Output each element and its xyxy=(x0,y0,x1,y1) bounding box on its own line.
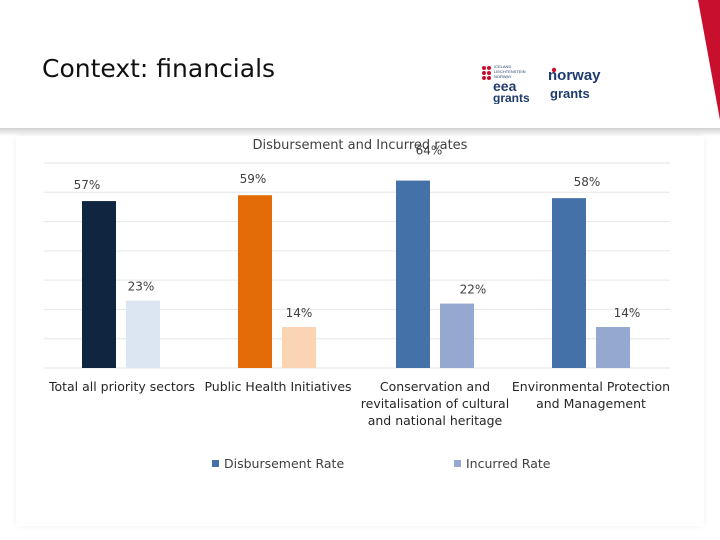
bar-disbursement xyxy=(82,201,116,368)
category-label: and Management xyxy=(536,396,646,411)
legend-label: Incurred Rate xyxy=(466,456,551,471)
data-label: 14% xyxy=(614,306,641,320)
legend-label: Disbursement Rate xyxy=(224,456,344,471)
category-label: Public Health Initiatives xyxy=(204,379,351,394)
chart-title: Disbursement and Incurred rates xyxy=(253,138,468,153)
data-label: 57% xyxy=(74,178,101,192)
bar-disbursement xyxy=(238,195,272,368)
header-shadow xyxy=(0,128,720,136)
category-label: revitalisation of cultural xyxy=(361,396,509,411)
svg-text:eea: eea xyxy=(493,78,517,94)
svg-text:LIECHTENSTEIN: LIECHTENSTEIN xyxy=(494,69,526,74)
data-label: 59% xyxy=(240,172,267,186)
data-label: 58% xyxy=(574,175,601,189)
data-label: 64% xyxy=(416,144,443,158)
category-label: Environmental Protection xyxy=(512,379,670,394)
svg-text:norway: norway xyxy=(548,67,601,84)
slide-header xyxy=(0,0,720,128)
svg-text:ICELAND: ICELAND xyxy=(494,64,511,69)
red-corner-decoration xyxy=(698,0,720,120)
svg-text:NORWAY: NORWAY xyxy=(494,74,512,79)
legend-swatch xyxy=(454,460,461,467)
bar-disbursement xyxy=(552,198,586,368)
data-label: 14% xyxy=(286,306,313,320)
eea-grants-logo: ICELAND LIECHTENSTEIN NORWAY eea grants xyxy=(482,64,530,104)
category-label: Total all priority sectors xyxy=(48,379,195,394)
svg-text:grants: grants xyxy=(493,91,530,104)
data-label: 22% xyxy=(460,283,487,297)
norway-grants-logo: norway grants xyxy=(548,67,601,101)
bar-incurred xyxy=(126,300,160,368)
data-label: 23% xyxy=(128,280,155,294)
bar-incurred xyxy=(596,327,630,368)
category-label: Conservation and xyxy=(380,379,490,394)
bar-disbursement xyxy=(396,180,430,368)
svg-text:grants: grants xyxy=(550,86,590,101)
category-label: and national heritage xyxy=(368,413,503,428)
bar-incurred xyxy=(440,303,474,368)
page-title: Context: financials xyxy=(42,54,276,83)
legend-swatch xyxy=(212,460,219,467)
bar-incurred xyxy=(282,327,316,368)
